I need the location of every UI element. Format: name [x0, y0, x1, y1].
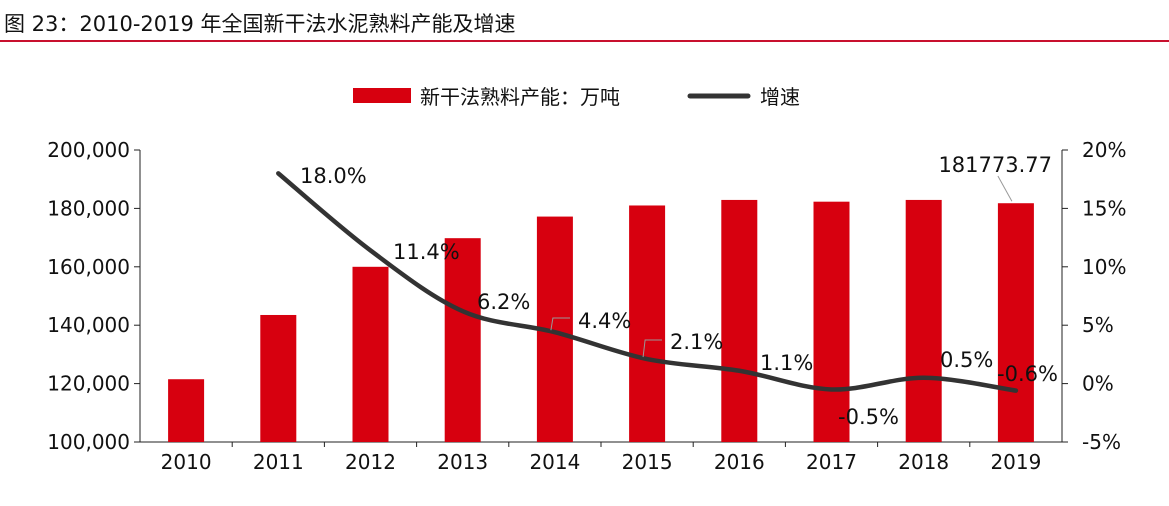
x-tick-label: 2019: [990, 450, 1041, 474]
bar-2016: [721, 199, 758, 442]
x-tick-label: 2013: [437, 450, 488, 474]
x-tick-label: 2011: [253, 450, 304, 474]
right-tick-label: 10%: [1082, 255, 1126, 279]
figure-title: 图 23：2010-2019 年全国新干法水泥熟料产能及增速: [4, 12, 516, 36]
bar-2018: [905, 199, 942, 442]
line-label-2011: 18.0%: [300, 164, 367, 188]
x-tick-label: 2017: [806, 450, 857, 474]
right-tick-label: 5%: [1082, 313, 1114, 337]
left-tick-label: 200,000: [47, 138, 130, 162]
line-label-2013: 6.2%: [477, 290, 530, 314]
line-label-2015: 2.1%: [670, 330, 723, 354]
bar-2010: [168, 379, 205, 442]
x-tick-label: 2014: [529, 450, 580, 474]
bar-2019: [997, 203, 1034, 442]
bar-2017: [813, 201, 850, 442]
left-tick-label: 120,000: [47, 372, 130, 396]
growth-line: [276, 171, 1019, 393]
left-tick-label: 140,000: [47, 313, 130, 337]
right-tick-label: 15%: [1082, 196, 1126, 220]
bar-2015: [629, 205, 666, 442]
line-label-2012: 11.4%: [393, 240, 460, 264]
line-label-2019: -0.6%: [997, 362, 1058, 386]
figure-title-bar: 图 23：2010-2019 年全国新干法水泥熟料产能及增速: [0, 0, 1169, 42]
bar-2011: [260, 314, 297, 442]
x-tick-label: 2016: [714, 450, 765, 474]
bar-2012: [352, 266, 389, 442]
left-tick-label: 180,000: [47, 196, 130, 220]
bar-2013: [444, 238, 481, 442]
line-label-2014: 4.4%: [578, 309, 631, 333]
line-label-2016: 1.1%: [760, 351, 813, 375]
x-tick-label: 2015: [622, 450, 673, 474]
left-tick-label: 100,000: [47, 430, 130, 454]
line-label-2018: 0.5%: [940, 348, 993, 372]
line-label-leader-2014: [550, 317, 570, 331]
x-tick-label: 2010: [161, 450, 212, 474]
bar-value-label-2019: 181773.77: [938, 153, 1052, 177]
x-tick-label: 2012: [345, 450, 396, 474]
line-label-2017: -0.5%: [838, 405, 899, 429]
line-label-leader-2015: [642, 339, 662, 358]
legend-label-line: 增速: [760, 85, 800, 109]
right-tick-label: 20%: [1082, 138, 1126, 162]
legend-swatch-bar: [353, 88, 411, 103]
right-tick-label: 0%: [1082, 372, 1114, 396]
legend-label-bar: 新干法熟料产能：万吨: [420, 85, 620, 109]
x-tick-label: 2018: [898, 450, 949, 474]
bar-label-leader: [997, 175, 1013, 202]
left-tick-label: 160,000: [47, 255, 130, 279]
right-tick-label: -5%: [1082, 430, 1121, 454]
